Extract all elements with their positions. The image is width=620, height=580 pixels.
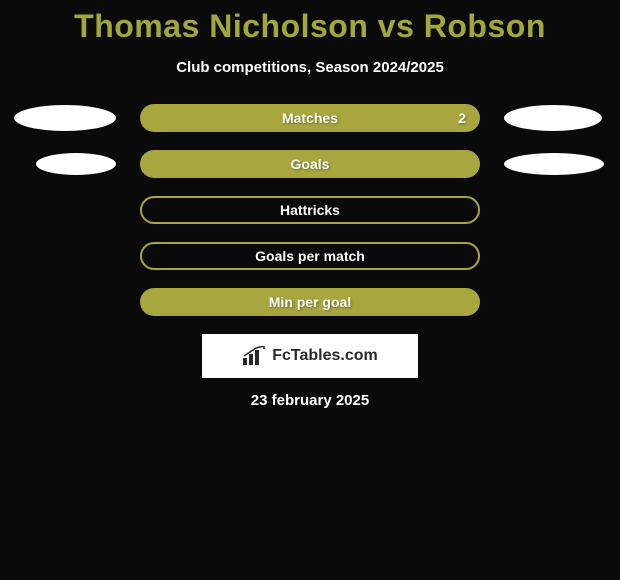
chart-icon: [242, 346, 266, 366]
right-value-ellipse: [504, 153, 604, 175]
stat-bar: Hattricks: [140, 196, 480, 224]
left-value-ellipse: [36, 153, 116, 175]
right-value-ellipse: [504, 105, 602, 131]
stat-label: Hattricks: [280, 202, 340, 218]
stat-value: 2: [458, 110, 466, 126]
stats-rows: Matches 2 Goals Hattricks Goals per match Min…: [0, 104, 620, 316]
stat-label: Matches: [282, 110, 338, 126]
left-value-ellipse: [14, 105, 116, 131]
stat-row: Goals per match: [0, 242, 620, 270]
right-ellipse-slot: [504, 153, 614, 175]
date-label: 23 february 2025: [0, 392, 620, 409]
stat-bar: Matches 2: [140, 104, 480, 132]
stat-row: Goals: [0, 150, 620, 178]
stat-label: Min per goal: [269, 294, 351, 310]
stat-bar: Goals: [140, 150, 480, 178]
stat-label: Goals: [291, 156, 330, 172]
subtitle: Club competitions, Season 2024/2025: [0, 59, 620, 76]
stat-row: Hattricks: [0, 196, 620, 224]
stat-row: Matches 2: [0, 104, 620, 132]
stat-bar: Min per goal: [140, 288, 480, 316]
source-badge: FcTables.com: [202, 334, 418, 378]
stat-row: Min per goal: [0, 288, 620, 316]
left-ellipse-slot: [6, 105, 116, 131]
stat-label: Goals per match: [255, 248, 365, 264]
source-label: FcTables.com: [272, 347, 378, 365]
infographic-container: Thomas Nicholson vs Robson Club competit…: [0, 0, 620, 409]
left-ellipse-slot: [6, 153, 116, 175]
page-title: Thomas Nicholson vs Robson: [0, 8, 620, 45]
stat-bar: Goals per match: [140, 242, 480, 270]
right-ellipse-slot: [504, 105, 614, 131]
